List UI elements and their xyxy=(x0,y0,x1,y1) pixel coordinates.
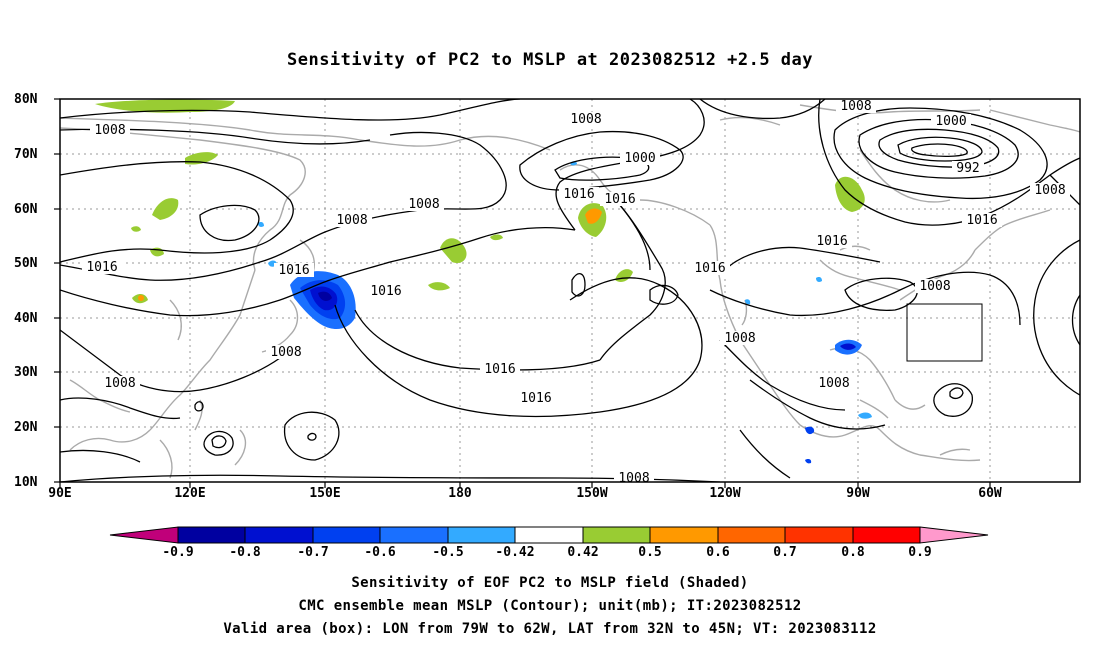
contour-label: 1008 xyxy=(720,331,760,346)
gridlines xyxy=(60,99,1080,482)
svg-text:1008: 1008 xyxy=(570,112,601,127)
caption-shaded: Sensitivity of EOF PC2 to MSLP field (Sh… xyxy=(351,575,749,591)
colorbar-label: -0.7 xyxy=(297,545,329,560)
svg-text:1008: 1008 xyxy=(270,345,301,360)
colorbar-label: -0.8 xyxy=(229,545,261,560)
svg-text:992: 992 xyxy=(956,161,979,176)
contour-label: 1016 xyxy=(600,192,640,207)
svg-text:1016: 1016 xyxy=(520,391,551,406)
contour-label: 1008 xyxy=(1030,183,1070,198)
svg-text:1008: 1008 xyxy=(840,99,871,114)
svg-text:1016: 1016 xyxy=(278,263,309,278)
contour-label: 1016 xyxy=(812,234,852,249)
map-title: Sensitivity of PC2 to MSLP at 2023082512… xyxy=(286,50,813,70)
colorbar-label: -0.6 xyxy=(364,545,396,560)
svg-text:1008: 1008 xyxy=(618,471,649,486)
lon-label: 150W xyxy=(576,486,608,501)
colorbar-label: -0.9 xyxy=(162,545,194,560)
lon-label: 60W xyxy=(978,486,1002,501)
lat-label: 30N xyxy=(14,365,38,380)
contour-label: 1000 xyxy=(620,151,660,166)
lon-label: 180 xyxy=(448,486,472,501)
contour-label: 1008 xyxy=(332,213,372,228)
axis-ticks xyxy=(54,98,991,488)
svg-text:1000: 1000 xyxy=(935,114,966,129)
contour-label: 1008 xyxy=(100,376,140,391)
svg-text:1016: 1016 xyxy=(816,234,847,249)
colorbar xyxy=(109,526,989,544)
contour-label: 1000 xyxy=(931,114,971,129)
contour-label: 1016 xyxy=(559,187,599,202)
colorbar-label: 0.6 xyxy=(706,545,730,560)
svg-text:1008: 1008 xyxy=(336,213,367,228)
lon-label: 150E xyxy=(309,486,341,501)
lat-label: 50N xyxy=(14,256,38,271)
colorbar-label: 0.42 xyxy=(567,545,599,560)
colorbar-label: 0.7 xyxy=(773,545,797,560)
contour-label: 1016 xyxy=(690,261,730,276)
lat-label: 10N xyxy=(14,475,38,490)
contour-label: 992 xyxy=(952,161,984,176)
contour-label: 1016 xyxy=(274,263,314,278)
colorbar-low-end xyxy=(109,526,179,544)
shaded-sensitivity xyxy=(95,99,872,464)
svg-text:1016: 1016 xyxy=(86,260,117,275)
plot-frame xyxy=(59,98,1081,483)
contour-label: 1008 xyxy=(90,123,130,138)
contour-label: 1016 xyxy=(366,284,406,299)
caption-valid-area: Valid area (box): LON from 79W to 62W, L… xyxy=(223,621,877,637)
svg-text:1016: 1016 xyxy=(484,362,515,377)
lon-label: 90W xyxy=(846,486,870,501)
svg-text:1016: 1016 xyxy=(966,213,997,228)
caption-contour: CMC ensemble mean MSLP (Contour); unit(m… xyxy=(298,598,802,614)
colorbar-label: 0.9 xyxy=(908,545,932,560)
svg-text:1008: 1008 xyxy=(94,123,125,138)
colorbar-label: -0.5 xyxy=(432,545,464,560)
lat-label: 70N xyxy=(14,147,38,162)
svg-text:1016: 1016 xyxy=(563,187,594,202)
colorbar-label: 0.5 xyxy=(638,545,662,560)
lon-label: 120E xyxy=(174,486,206,501)
svg-text:1008: 1008 xyxy=(104,376,135,391)
contour-label: 1016 xyxy=(82,260,122,275)
valid-area-box xyxy=(906,303,983,362)
colorbar-label: 0.8 xyxy=(841,545,865,560)
contour-label: 1008 xyxy=(836,99,876,114)
svg-text:1008: 1008 xyxy=(818,376,849,391)
contour-label: 1008 xyxy=(404,197,444,212)
contour-label: 1008 xyxy=(266,345,306,360)
colorbar-high-end xyxy=(919,526,989,544)
contour-label: 1008 xyxy=(915,279,955,294)
colorbar-label: -0.42 xyxy=(495,545,535,560)
lat-label: 20N xyxy=(14,420,38,435)
contour-label: 1008 xyxy=(814,376,854,391)
lon-label: 120W xyxy=(709,486,741,501)
contour-label: 1008 xyxy=(566,112,606,127)
svg-text:1008: 1008 xyxy=(724,331,755,346)
svg-text:1016: 1016 xyxy=(370,284,401,299)
contour-label: 1008 xyxy=(614,471,654,486)
svg-text:1016: 1016 xyxy=(604,192,635,207)
svg-text:1008: 1008 xyxy=(1034,183,1065,198)
lat-label: 60N xyxy=(14,202,38,217)
contour-labels: 1008 1008 1000 1008 1000 992 1008 1008 1… xyxy=(82,99,1070,486)
svg-text:1008: 1008 xyxy=(919,279,950,294)
lon-label: 90E xyxy=(48,486,72,501)
contour-label: 1016 xyxy=(516,391,556,406)
lat-label: 40N xyxy=(14,311,38,326)
contour-label: 1016 xyxy=(480,362,520,377)
svg-text:1000: 1000 xyxy=(624,151,655,166)
lat-label: 80N xyxy=(14,92,38,107)
svg-text:1016: 1016 xyxy=(694,261,725,276)
svg-text:1008: 1008 xyxy=(408,197,439,212)
contour-label: 1016 xyxy=(962,213,1002,228)
